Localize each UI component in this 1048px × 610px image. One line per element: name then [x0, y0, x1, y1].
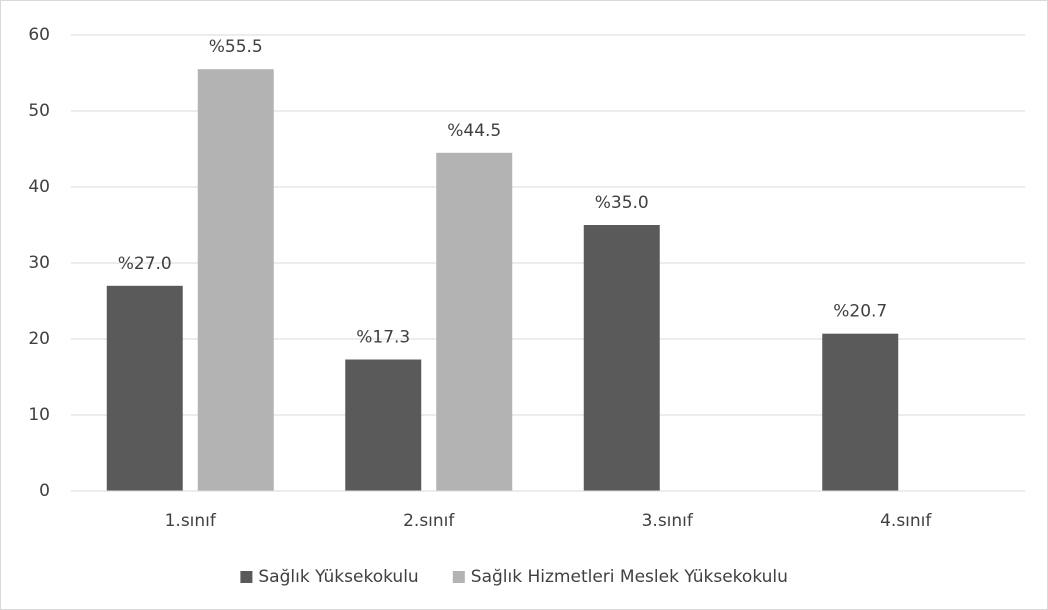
y-tick-label: 0: [39, 481, 50, 501]
legend-swatch: [452, 571, 465, 583]
data-label: %55.5: [209, 37, 263, 57]
data-label: %20.7: [833, 302, 887, 322]
x-tick-label: 3.sınıf: [642, 511, 694, 531]
data-label: %27.0: [118, 254, 172, 274]
y-tick-label: 20: [28, 329, 50, 349]
y-tick-label: 10: [28, 405, 50, 425]
bar: [345, 359, 422, 491]
x-tick-label: 4.sınıf: [880, 511, 932, 531]
y-tick-label: 50: [28, 101, 50, 121]
x-tick-label: 2.sınıf: [403, 511, 455, 531]
legend-label: Sağlık Hizmetleri Meslek Yüksekokulu: [471, 567, 788, 587]
x-tick-label: 1.sınıf: [165, 511, 217, 531]
data-label: %44.5: [447, 121, 501, 141]
data-label: %17.3: [356, 328, 410, 348]
bar: [822, 333, 899, 491]
bar: [197, 69, 274, 491]
bar: [436, 152, 513, 492]
legend-swatch: [240, 571, 253, 583]
y-tick-label: 40: [28, 177, 50, 197]
y-tick-label: 30: [28, 253, 50, 273]
bar: [583, 225, 660, 491]
legend-label: Sağlık Yüksekokulu: [258, 567, 418, 587]
bar: [106, 285, 183, 491]
data-label: %35.0: [595, 193, 649, 213]
y-tick-label: 60: [28, 25, 50, 45]
